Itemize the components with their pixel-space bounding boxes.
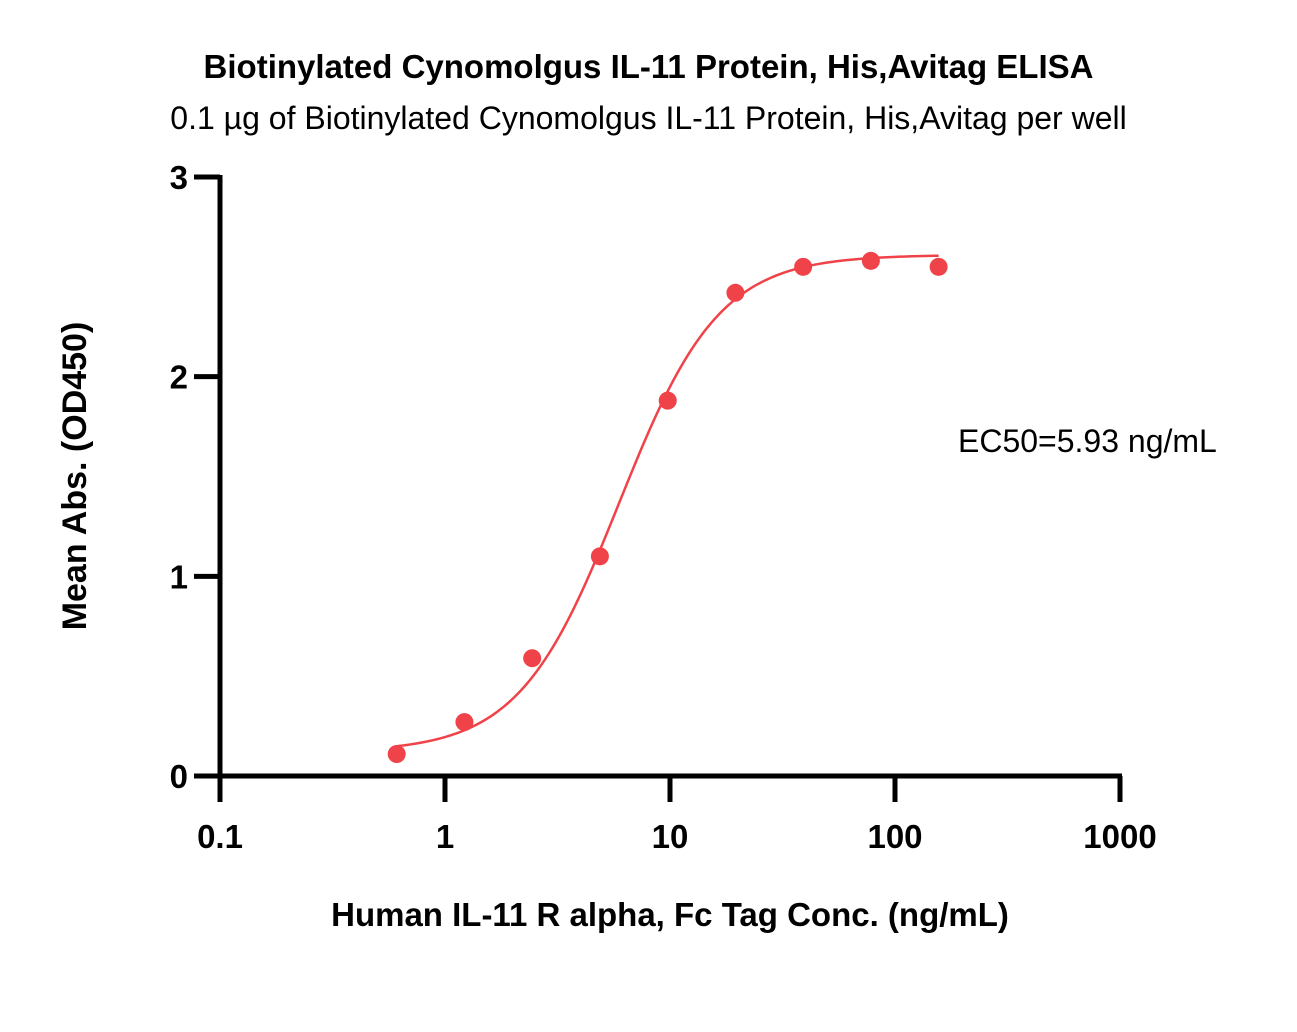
x-tick-label: 100: [867, 818, 922, 855]
chart-title: Biotinylated Cynomolgus IL-11 Protein, H…: [203, 48, 1094, 85]
data-point: [387, 745, 406, 764]
x-tick-label: 1: [436, 818, 454, 855]
y-tick-label: 3: [170, 159, 188, 196]
x-tick-label: 1000: [1083, 818, 1156, 855]
data-point: [794, 257, 813, 276]
axes: 0 1 2 3 0.1 1 10 100 1000: [170, 159, 1157, 855]
data-point: [523, 649, 542, 668]
fit-curve: [396, 254, 939, 748]
data-points: [387, 251, 948, 764]
chart-subtitle: 0.1 µg of Biotinylated Cynomolgus IL-11 …: [170, 100, 1127, 136]
data-point: [455, 713, 474, 732]
data-point: [658, 391, 677, 410]
y-tick-label: 2: [170, 359, 188, 396]
y-tick-label: 0: [170, 758, 188, 795]
y-axis-label: Mean Abs. (OD450): [56, 322, 94, 631]
data-point: [929, 257, 948, 276]
x-tick-label: 0.1: [197, 818, 243, 855]
data-point: [861, 251, 880, 270]
x-axis-label: Human IL-11 R alpha, Fc Tag Conc. (ng/mL…: [331, 896, 1009, 933]
data-point: [726, 283, 745, 302]
data-point: [590, 547, 609, 566]
x-tick-label: 10: [652, 818, 689, 855]
ec50-annotation: EC50=5.93 ng/mL: [958, 423, 1217, 459]
y-tick-label: 1: [170, 558, 188, 595]
